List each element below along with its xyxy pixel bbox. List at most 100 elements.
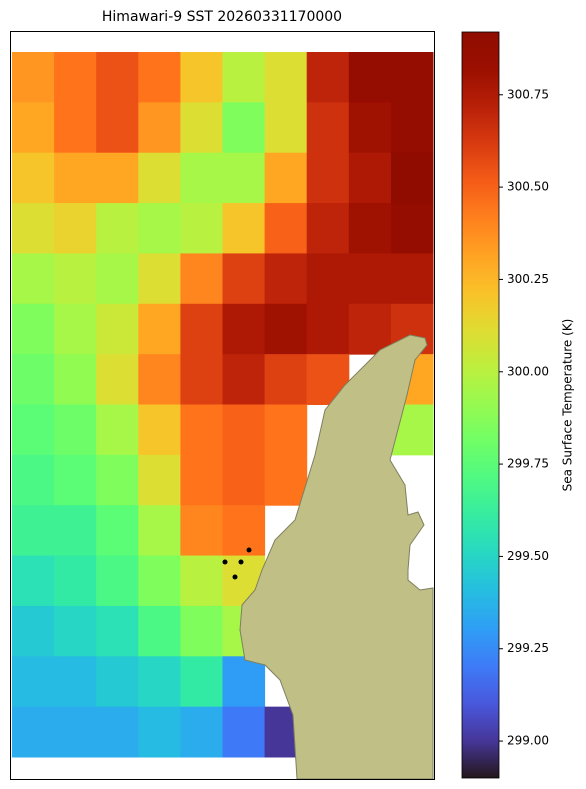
cell xyxy=(138,706,181,758)
cell xyxy=(222,52,266,103)
station xyxy=(246,547,252,553)
cell xyxy=(222,354,266,405)
cell xyxy=(306,203,350,254)
cell xyxy=(96,706,139,758)
chart-title: Himawari-9 SST 20260331170000 xyxy=(102,9,342,25)
cell xyxy=(54,52,97,103)
cell xyxy=(180,152,223,204)
cell xyxy=(12,303,55,355)
cell xyxy=(96,505,139,557)
cell xyxy=(138,454,181,506)
station xyxy=(222,559,228,565)
cell xyxy=(138,52,181,103)
cell xyxy=(348,102,392,154)
cell xyxy=(264,52,308,103)
cell xyxy=(12,454,55,506)
cell xyxy=(12,706,55,758)
cell xyxy=(138,404,181,456)
cell xyxy=(264,152,308,204)
land xyxy=(239,334,434,780)
colorbar-tick-label: 300.50 xyxy=(507,180,549,194)
cell xyxy=(12,102,55,154)
cell xyxy=(96,303,139,355)
station xyxy=(238,559,244,565)
cell xyxy=(390,102,434,154)
cell xyxy=(222,152,266,204)
cell xyxy=(180,505,223,557)
cell xyxy=(306,303,350,355)
cell xyxy=(12,555,55,607)
cell xyxy=(138,505,181,557)
colorbar-tick-label: 299.50 xyxy=(507,549,549,563)
cell xyxy=(54,354,97,405)
cell xyxy=(180,404,223,456)
cell xyxy=(264,253,308,305)
cell xyxy=(306,102,350,154)
cell xyxy=(54,505,97,557)
cell xyxy=(180,706,223,758)
stations xyxy=(222,547,252,580)
cell xyxy=(12,656,55,708)
cell xyxy=(12,152,55,204)
cell xyxy=(138,152,181,204)
cell xyxy=(12,404,55,456)
cell xyxy=(54,152,97,204)
cell xyxy=(138,656,181,708)
cell xyxy=(12,253,55,305)
cell xyxy=(180,555,223,607)
cell xyxy=(222,303,266,355)
cell xyxy=(390,52,434,103)
cell xyxy=(348,303,392,355)
cell xyxy=(180,52,223,103)
cell xyxy=(12,505,55,557)
colorbar-label: Sea Surface Temperature (K) xyxy=(561,319,575,492)
cell xyxy=(96,555,139,607)
cell xyxy=(54,555,97,607)
cell xyxy=(12,354,55,405)
colorbar-tick-label: 300.75 xyxy=(507,87,549,101)
cell xyxy=(180,203,223,254)
cell xyxy=(54,706,97,758)
cell xyxy=(390,152,434,204)
cell xyxy=(138,303,181,355)
cell xyxy=(180,354,223,405)
cell xyxy=(348,52,392,103)
cell xyxy=(180,253,223,305)
cell xyxy=(348,253,392,305)
cell xyxy=(138,354,181,405)
cell xyxy=(180,656,223,708)
cell xyxy=(180,605,223,657)
cell xyxy=(96,253,139,305)
cell xyxy=(180,303,223,355)
cell xyxy=(54,656,97,708)
cell xyxy=(96,605,139,657)
cell xyxy=(12,605,55,657)
cell xyxy=(222,102,266,154)
cell xyxy=(222,203,266,254)
cell xyxy=(348,203,392,254)
colorbar-tick-label: 299.00 xyxy=(507,734,549,748)
cell xyxy=(54,303,97,355)
cell xyxy=(54,605,97,657)
cell xyxy=(96,102,139,154)
cell xyxy=(96,454,139,506)
colorbar-tick-label: 300.25 xyxy=(507,272,549,286)
cell xyxy=(222,656,266,708)
station xyxy=(232,574,238,580)
cell xyxy=(12,203,55,254)
cell xyxy=(222,253,266,305)
cell xyxy=(96,404,139,456)
colorbar-tick-label: 299.25 xyxy=(507,641,549,655)
colorbar xyxy=(461,31,500,779)
cell xyxy=(138,555,181,607)
colorbar-tick-label: 299.75 xyxy=(507,457,549,471)
cell xyxy=(180,454,223,506)
cell xyxy=(138,102,181,154)
cell xyxy=(54,253,97,305)
cell xyxy=(54,404,97,456)
cell xyxy=(12,52,55,103)
cell xyxy=(222,404,266,456)
map-frame xyxy=(10,31,435,780)
cell xyxy=(222,454,266,506)
cell xyxy=(96,354,139,405)
